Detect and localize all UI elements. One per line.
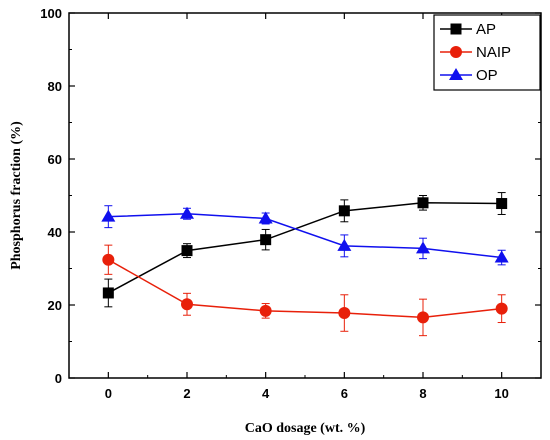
- y-axis-label: Phosphorus fraction (%): [9, 121, 24, 270]
- data-point-naip: [259, 304, 272, 317]
- series-op: [101, 205, 509, 266]
- data-point-op: [337, 238, 352, 251]
- data-point-ap: [260, 234, 272, 246]
- legend-label-naip: NAIP: [476, 44, 511, 61]
- data-point-op: [180, 206, 194, 219]
- y-tick-label: 20: [48, 298, 62, 313]
- data-point-ap: [496, 198, 508, 210]
- series-layer: [101, 192, 509, 337]
- x-tick-label: 2: [183, 386, 190, 401]
- y-tick-label: 40: [48, 225, 62, 240]
- legend-marker-ap: [450, 23, 462, 35]
- data-point-naip: [181, 298, 193, 311]
- y-tick-label: 80: [48, 79, 62, 94]
- data-point-naip: [102, 253, 115, 266]
- series-line-op: [108, 212, 502, 259]
- series-naip: [102, 244, 508, 337]
- data-point-op: [494, 250, 509, 263]
- data-point-naip: [495, 302, 508, 315]
- x-tick-label: 4: [262, 386, 270, 401]
- data-point-naip: [338, 307, 351, 320]
- x-tick-label: 0: [105, 386, 112, 401]
- data-point-op: [258, 211, 273, 224]
- data-point-naip: [417, 311, 429, 324]
- legend-marker-naip: [450, 46, 462, 58]
- series-ap: [102, 192, 508, 308]
- series-line-naip: [107, 259, 502, 319]
- legend-item-op: OP: [440, 67, 498, 84]
- x-tick-label: 8: [419, 386, 426, 401]
- legend-item-naip: NAIP: [440, 44, 511, 61]
- legend-marker-op: [449, 68, 463, 80]
- series-line-ap: [107, 202, 502, 294]
- data-point-ap: [102, 287, 114, 299]
- legend-label-op: OP: [476, 67, 498, 84]
- data-point-op: [101, 209, 116, 222]
- y-tick-label: 60: [48, 152, 62, 167]
- data-point-op: [416, 241, 430, 254]
- y-tick-label: 0: [55, 371, 62, 386]
- x-tick-label: 6: [341, 386, 348, 401]
- x-tick-label: 10: [494, 386, 508, 401]
- y-tick-label: 100: [40, 6, 62, 21]
- legend: AP NAIP OP: [433, 14, 541, 91]
- data-point-ap: [181, 245, 193, 257]
- legend-label-ap: AP: [476, 21, 496, 38]
- legend-item-ap: AP: [440, 21, 496, 38]
- data-point-ap: [417, 197, 429, 209]
- data-point-ap: [338, 205, 350, 217]
- x-axis-label: CaO dosage (wt. %): [245, 421, 366, 436]
